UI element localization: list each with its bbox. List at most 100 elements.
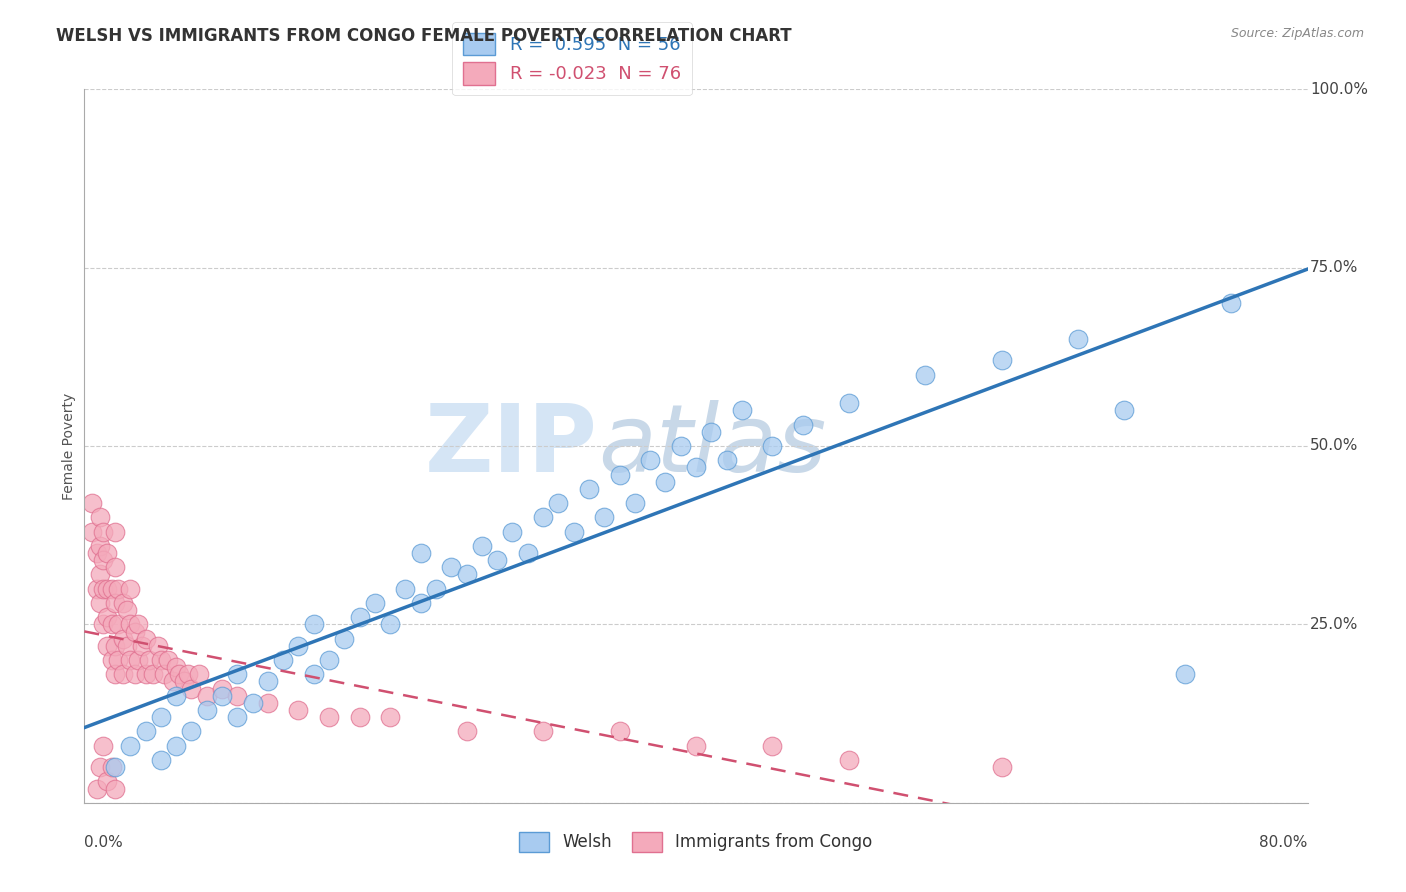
Text: WELSH VS IMMIGRANTS FROM CONGO FEMALE POVERTY CORRELATION CHART: WELSH VS IMMIGRANTS FROM CONGO FEMALE PO… (56, 27, 792, 45)
Point (96, 546, 118, 560)
Legend: Welsh, Immigrants from Congo: Welsh, Immigrants from Congo (513, 825, 879, 859)
Point (135, 632, 157, 646)
Point (792, 417, 814, 432)
Point (302, 617, 325, 632)
Point (111, 667, 134, 681)
Point (96, 582, 118, 596)
Point (104, 596, 127, 610)
Point (609, 724, 631, 739)
Point (593, 510, 616, 524)
Point (104, 760, 127, 774)
Point (609, 467, 631, 482)
Point (409, 546, 432, 560)
Point (838, 753, 860, 767)
Point (124, 667, 146, 681)
Point (86, 546, 108, 560)
Point (120, 739, 142, 753)
Point (162, 674, 184, 689)
Text: 75.0%: 75.0% (1310, 260, 1358, 275)
Point (456, 567, 478, 582)
Point (101, 617, 124, 632)
Point (107, 653, 129, 667)
Point (562, 524, 585, 539)
Point (226, 689, 249, 703)
Point (716, 453, 738, 467)
Text: 0.0%: 0.0% (84, 835, 124, 850)
Point (1067, 332, 1090, 346)
Point (638, 453, 661, 467)
Point (349, 710, 371, 724)
Point (91, 524, 114, 539)
Point (914, 368, 936, 382)
Point (101, 653, 124, 667)
Point (86, 582, 108, 596)
Point (96, 639, 118, 653)
Point (107, 582, 129, 596)
Point (142, 667, 165, 681)
Point (991, 353, 1014, 368)
Point (547, 496, 569, 510)
Point (195, 689, 218, 703)
Point (440, 560, 463, 574)
Point (761, 439, 783, 453)
Point (124, 624, 146, 639)
Point (1220, 296, 1243, 310)
Point (624, 496, 647, 510)
Point (96, 610, 118, 624)
Point (425, 582, 447, 596)
Point (1114, 403, 1136, 417)
Point (654, 475, 676, 489)
Point (257, 696, 280, 710)
Point (115, 639, 138, 653)
Point (120, 582, 142, 596)
Point (177, 667, 200, 681)
Point (226, 667, 249, 681)
Point (226, 710, 249, 724)
Point (578, 482, 600, 496)
Point (287, 703, 309, 717)
Point (149, 710, 172, 724)
Point (115, 603, 138, 617)
Point (380, 710, 402, 724)
Point (96, 774, 118, 789)
Point (486, 553, 509, 567)
Point (165, 739, 187, 753)
Point (700, 425, 723, 439)
Point (91, 582, 114, 596)
Point (91, 739, 114, 753)
Point (91, 617, 114, 632)
Text: atlas: atlas (598, 401, 827, 491)
Point (89, 567, 111, 582)
Point (287, 639, 309, 653)
Point (104, 667, 127, 681)
Point (242, 696, 264, 710)
Point (138, 653, 160, 667)
Point (211, 681, 233, 696)
Point (318, 710, 340, 724)
Point (101, 582, 124, 596)
Point (669, 439, 692, 453)
Point (86, 781, 108, 796)
Text: 50.0%: 50.0% (1310, 439, 1358, 453)
Y-axis label: Female Poverty: Female Poverty (62, 392, 76, 500)
Point (80, 496, 103, 510)
Point (409, 596, 432, 610)
Point (89, 539, 111, 553)
Point (257, 674, 280, 689)
Point (471, 539, 494, 553)
Point (104, 639, 127, 653)
Text: ZIP: ZIP (425, 400, 598, 492)
Text: 80.0%: 80.0% (1260, 835, 1308, 850)
Point (531, 724, 554, 739)
Point (104, 781, 127, 796)
Point (101, 760, 124, 774)
Point (731, 403, 754, 417)
Point (167, 667, 190, 681)
Point (111, 632, 134, 646)
Point (302, 667, 325, 681)
Point (127, 617, 149, 632)
Point (456, 724, 478, 739)
Point (146, 639, 169, 653)
Point (364, 596, 387, 610)
Point (149, 753, 172, 767)
